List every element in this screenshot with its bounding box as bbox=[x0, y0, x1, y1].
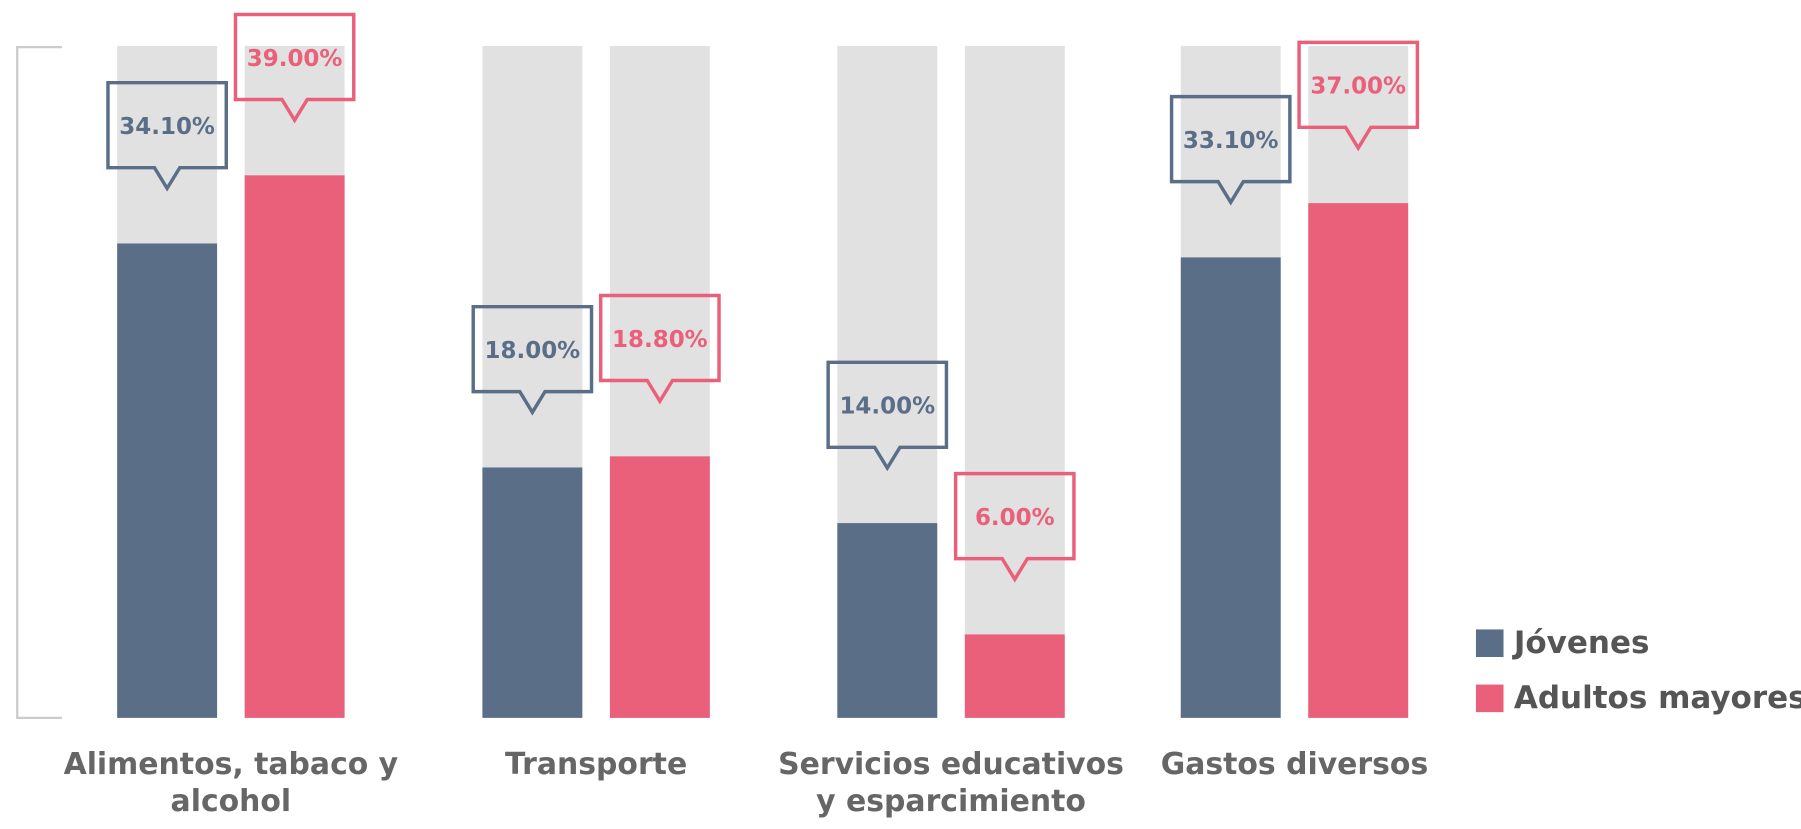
bracket bbox=[16, 45, 63, 720]
x-tick-label: Alimentos, tabaco y alcohol bbox=[63, 747, 399, 819]
value-label: 37.00% bbox=[1310, 74, 1406, 100]
callout bbox=[233, 12, 356, 124]
value-label: 33.10% bbox=[1183, 128, 1279, 154]
callout bbox=[1169, 94, 1292, 206]
x-tick-label: Gastos diversos bbox=[1160, 747, 1429, 783]
bar bbox=[1308, 203, 1409, 718]
value-label: 6.00% bbox=[975, 505, 1055, 531]
legend-label: Adultos mayores bbox=[1514, 680, 1801, 716]
callout bbox=[471, 304, 594, 416]
callout bbox=[106, 80, 228, 192]
x-tick-label: Transporte bbox=[505, 747, 688, 783]
bar bbox=[1180, 257, 1281, 718]
bar bbox=[117, 243, 218, 718]
callout bbox=[1297, 40, 1420, 152]
legend-label: Jóvenes bbox=[1512, 625, 1650, 661]
bar bbox=[837, 523, 938, 718]
legend-swatch bbox=[1475, 629, 1504, 657]
callout bbox=[953, 471, 1076, 583]
callout bbox=[598, 293, 721, 405]
bar-background bbox=[964, 45, 1065, 718]
value-label: 39.00% bbox=[247, 46, 343, 72]
x-tick-label: Servicios educativos y esparcimiento bbox=[778, 747, 1124, 819]
value-label: 18.00% bbox=[485, 338, 581, 364]
value-label: 14.00% bbox=[839, 394, 935, 420]
value-label: 18.80% bbox=[612, 327, 708, 353]
callout bbox=[826, 360, 949, 472]
value-label: 34.10% bbox=[119, 114, 215, 140]
bar bbox=[964, 634, 1065, 718]
legend-swatch bbox=[1475, 684, 1504, 713]
bar bbox=[244, 175, 345, 718]
bar bbox=[482, 467, 583, 718]
bar bbox=[609, 456, 710, 718]
